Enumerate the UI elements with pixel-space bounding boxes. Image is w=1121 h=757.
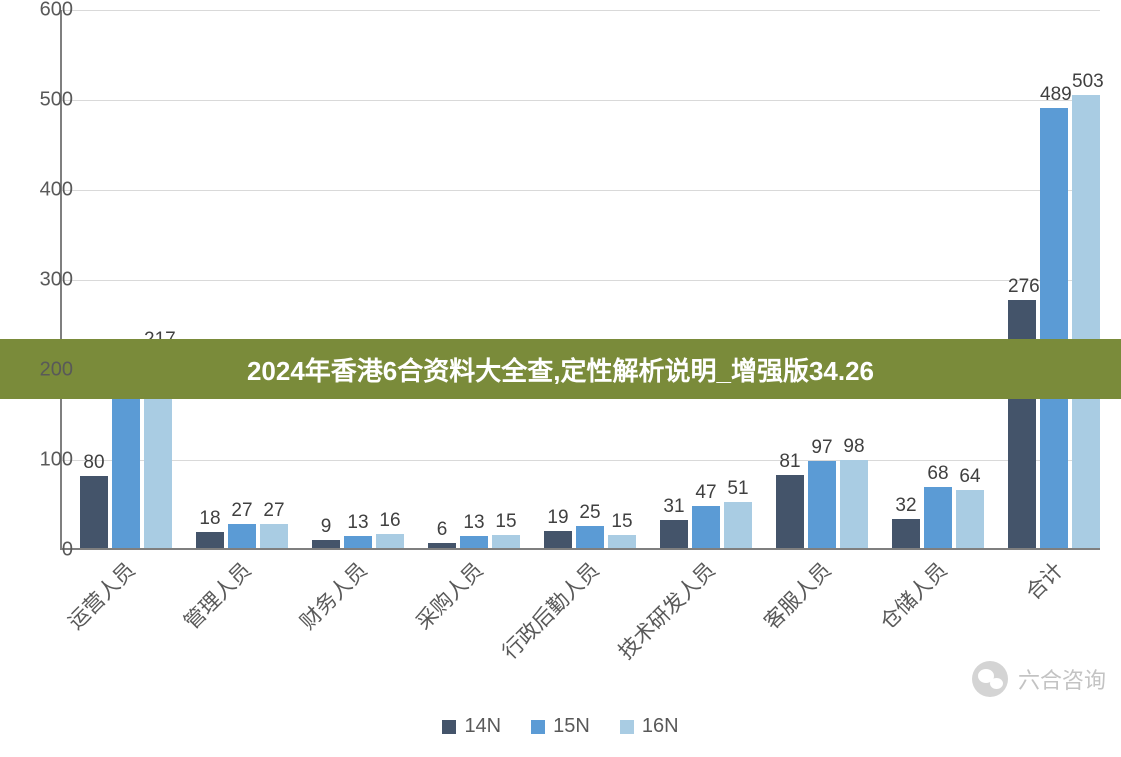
gridline bbox=[62, 280, 1100, 281]
bar: 13 bbox=[344, 536, 372, 548]
legend-item: 15N bbox=[531, 715, 590, 738]
bar: 68 bbox=[924, 487, 952, 548]
bar-value-label: 6 bbox=[428, 519, 456, 543]
bar-value-label: 13 bbox=[460, 512, 488, 536]
bar-chart: 8019921718272791316613151925153147518197… bbox=[60, 10, 1100, 590]
bar: 27 bbox=[260, 524, 288, 548]
bar: 18 bbox=[196, 532, 224, 548]
bar-value-label: 16 bbox=[376, 510, 404, 534]
bar: 64 bbox=[956, 490, 984, 548]
gridline bbox=[62, 100, 1100, 101]
bar: 19 bbox=[544, 531, 572, 548]
bar: 9 bbox=[312, 540, 340, 548]
bar: 97 bbox=[808, 461, 836, 548]
bar: 6 bbox=[428, 543, 456, 548]
bar-value-label: 32 bbox=[892, 495, 920, 519]
gridline bbox=[62, 460, 1100, 461]
bar-value-label: 276 bbox=[1008, 276, 1036, 300]
bar-value-label: 98 bbox=[840, 436, 868, 460]
bar: 276 bbox=[1008, 300, 1036, 548]
bar-value-label: 503 bbox=[1072, 71, 1100, 95]
bar: 47 bbox=[692, 506, 720, 548]
bar: 489 bbox=[1040, 108, 1068, 548]
bar-value-label: 489 bbox=[1040, 84, 1068, 108]
ytick-label: 600 bbox=[13, 0, 73, 22]
bar: 16 bbox=[376, 534, 404, 548]
bar: 31 bbox=[660, 520, 688, 548]
bar: 81 bbox=[776, 475, 804, 548]
bar-value-label: 18 bbox=[196, 508, 224, 532]
ytick-label: 300 bbox=[13, 269, 73, 292]
legend-swatch bbox=[442, 720, 456, 734]
legend-item: 16N bbox=[620, 715, 679, 738]
bar-value-label: 9 bbox=[312, 516, 340, 540]
bar-value-label: 68 bbox=[924, 463, 952, 487]
watermark-text: 六合咨询 bbox=[1018, 663, 1106, 695]
bar-value-label: 81 bbox=[776, 451, 804, 475]
ytick-label: 500 bbox=[13, 89, 73, 112]
overlay-text: 2024年香港6合资料大全查,定性解析说明_增强版34.26 bbox=[247, 351, 874, 388]
bar: 15 bbox=[608, 535, 636, 549]
bar: 503 bbox=[1072, 95, 1100, 548]
ytick-label: 0 bbox=[13, 539, 73, 562]
bar-value-label: 97 bbox=[808, 437, 836, 461]
bar-value-label: 25 bbox=[576, 502, 604, 526]
plot-area: 8019921718272791316613151925153147518197… bbox=[60, 10, 1100, 550]
ytick-label: 100 bbox=[13, 449, 73, 472]
bar-value-label: 15 bbox=[492, 511, 520, 535]
bar-value-label: 15 bbox=[608, 511, 636, 535]
bar-value-label: 47 bbox=[692, 482, 720, 506]
legend-swatch bbox=[620, 720, 634, 734]
bar-value-label: 80 bbox=[80, 452, 108, 476]
ytick-label: 200 bbox=[13, 359, 73, 382]
gridline bbox=[62, 190, 1100, 191]
legend-label: 14N bbox=[464, 715, 501, 738]
ytick-label: 400 bbox=[13, 179, 73, 202]
bar: 25 bbox=[576, 526, 604, 549]
legend-label: 16N bbox=[642, 715, 679, 738]
bar-value-label: 31 bbox=[660, 496, 688, 520]
bar-value-label: 27 bbox=[228, 500, 256, 524]
bar-value-label: 27 bbox=[260, 500, 288, 524]
overlay-banner: 2024年香港6合资料大全查,定性解析说明_增强版34.26 bbox=[0, 339, 1121, 399]
bar-value-label: 51 bbox=[724, 478, 752, 502]
bar: 51 bbox=[724, 502, 752, 548]
wechat-icon bbox=[972, 661, 1008, 697]
bar: 98 bbox=[840, 460, 868, 548]
bar: 80 bbox=[80, 476, 108, 548]
gridline bbox=[62, 10, 1100, 11]
bar-value-label: 64 bbox=[956, 466, 984, 490]
bar-value-label: 19 bbox=[544, 507, 572, 531]
bar: 13 bbox=[460, 536, 488, 548]
bar-value-label: 13 bbox=[344, 512, 372, 536]
bar: 32 bbox=[892, 519, 920, 548]
legend-item: 14N bbox=[442, 715, 501, 738]
bar: 15 bbox=[492, 535, 520, 549]
chart-legend: 14N 15N 16N bbox=[0, 715, 1121, 738]
legend-label: 15N bbox=[553, 715, 590, 738]
legend-swatch bbox=[531, 720, 545, 734]
bar: 27 bbox=[228, 524, 256, 548]
watermark: 六合咨询 bbox=[972, 661, 1106, 697]
